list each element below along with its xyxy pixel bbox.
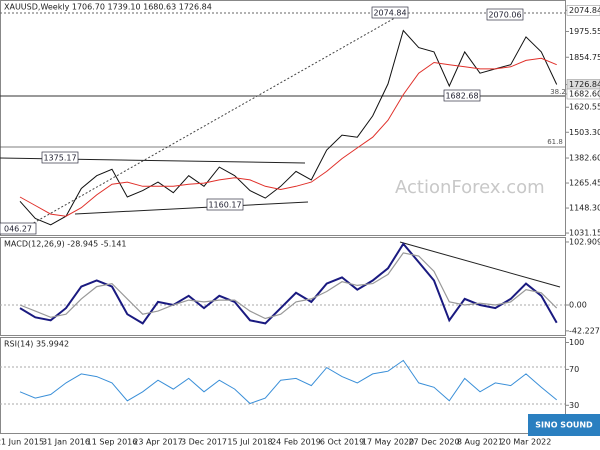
annotation-box: [371, 6, 409, 19]
annotation: 1682.68: [445, 92, 478, 101]
y-tick-label: 1382.60: [569, 154, 600, 163]
y-tick-label: 1726.84: [569, 80, 600, 89]
y-tick-label: 30: [569, 401, 579, 410]
annotation-box: [41, 151, 79, 164]
annotation-box: [443, 89, 481, 102]
y-tick-label: 0.00: [569, 301, 587, 310]
series-line: [19, 242, 558, 325]
rsi-panel: [0, 337, 566, 434]
series-line: [19, 252, 558, 320]
y-tick-label: 1854.75: [569, 53, 600, 62]
y-tick-label: 100: [569, 338, 584, 347]
x-tick-label: 17 May 2020: [362, 438, 414, 447]
series-line: [19, 57, 557, 217]
price-panel: [0, 0, 566, 236]
y-tick-label: 102.909: [569, 237, 600, 246]
panel-title: RSI(14) 35.9942: [4, 340, 69, 349]
annotation-box: [206, 198, 244, 211]
x-tick-label: 3 Dec 2017: [181, 438, 227, 447]
panel-title: MACD(12,26,9) -28.945 -5.141: [4, 240, 127, 249]
chart-title: XAUUSD,Weekly 1706.70 1739.10 1680.63 17…: [4, 3, 212, 12]
annotation: 2074.84: [373, 9, 406, 18]
series-line: [19, 29, 558, 226]
trend-line: [399, 241, 561, 288]
y-tick-label: 1503.30: [569, 128, 600, 137]
y-tick-label: 1148.30: [569, 204, 600, 213]
trend-line: [74, 201, 309, 215]
logo: SINO SOUND: [535, 421, 593, 430]
annotation: 1160.17: [208, 201, 241, 210]
y-tick-label: 2074.84: [569, 6, 600, 15]
annotation: 2070.06: [488, 11, 521, 20]
price-marker: [566, 5, 600, 16]
logo-box: [528, 414, 600, 436]
macd-panel: [0, 237, 566, 336]
series-line: [19, 359, 558, 405]
annotation-box: [0, 222, 37, 235]
x-tick-label: 24 Feb 2019: [271, 438, 321, 447]
x-tick-label: 27 Dec 2020: [408, 438, 459, 447]
y-tick-label: 1620.55: [569, 103, 600, 112]
y-tick-label: 1265.45: [569, 179, 600, 188]
x-tick-label: 11 Sep 2016: [87, 438, 138, 447]
price-marker: [566, 88, 600, 100]
x-tick-label: 6 Oct 2019: [320, 438, 364, 447]
watermark: ActionForex.com: [395, 177, 545, 198]
x-tick-label: 8 Aug 2021: [457, 438, 503, 447]
x-tick-label: 15 Jul 2018: [227, 438, 272, 447]
annotation-box: [486, 8, 524, 21]
x-tick-label: 21 Jun 2015: [0, 438, 44, 447]
annotation: 38.2: [550, 88, 566, 96]
y-tick-label: 1031.15: [569, 229, 600, 238]
x-tick-label: 20 Mar 2022: [501, 438, 552, 447]
x-tick-label: 31 Jan 2016: [42, 438, 90, 447]
y-tick-label: 70: [569, 365, 579, 374]
annotation: 61.8: [547, 138, 563, 146]
annotation: 046.27: [4, 225, 32, 234]
annotation: 1375.17: [43, 154, 76, 163]
x-tick-label: 23 Apr 2017: [133, 438, 182, 447]
y-tick-label: 1682.60: [569, 90, 600, 99]
trend-line: [29, 14, 401, 226]
y-tick-label: -42.227: [569, 326, 600, 335]
y-tick-label: 1975.55: [569, 27, 600, 36]
